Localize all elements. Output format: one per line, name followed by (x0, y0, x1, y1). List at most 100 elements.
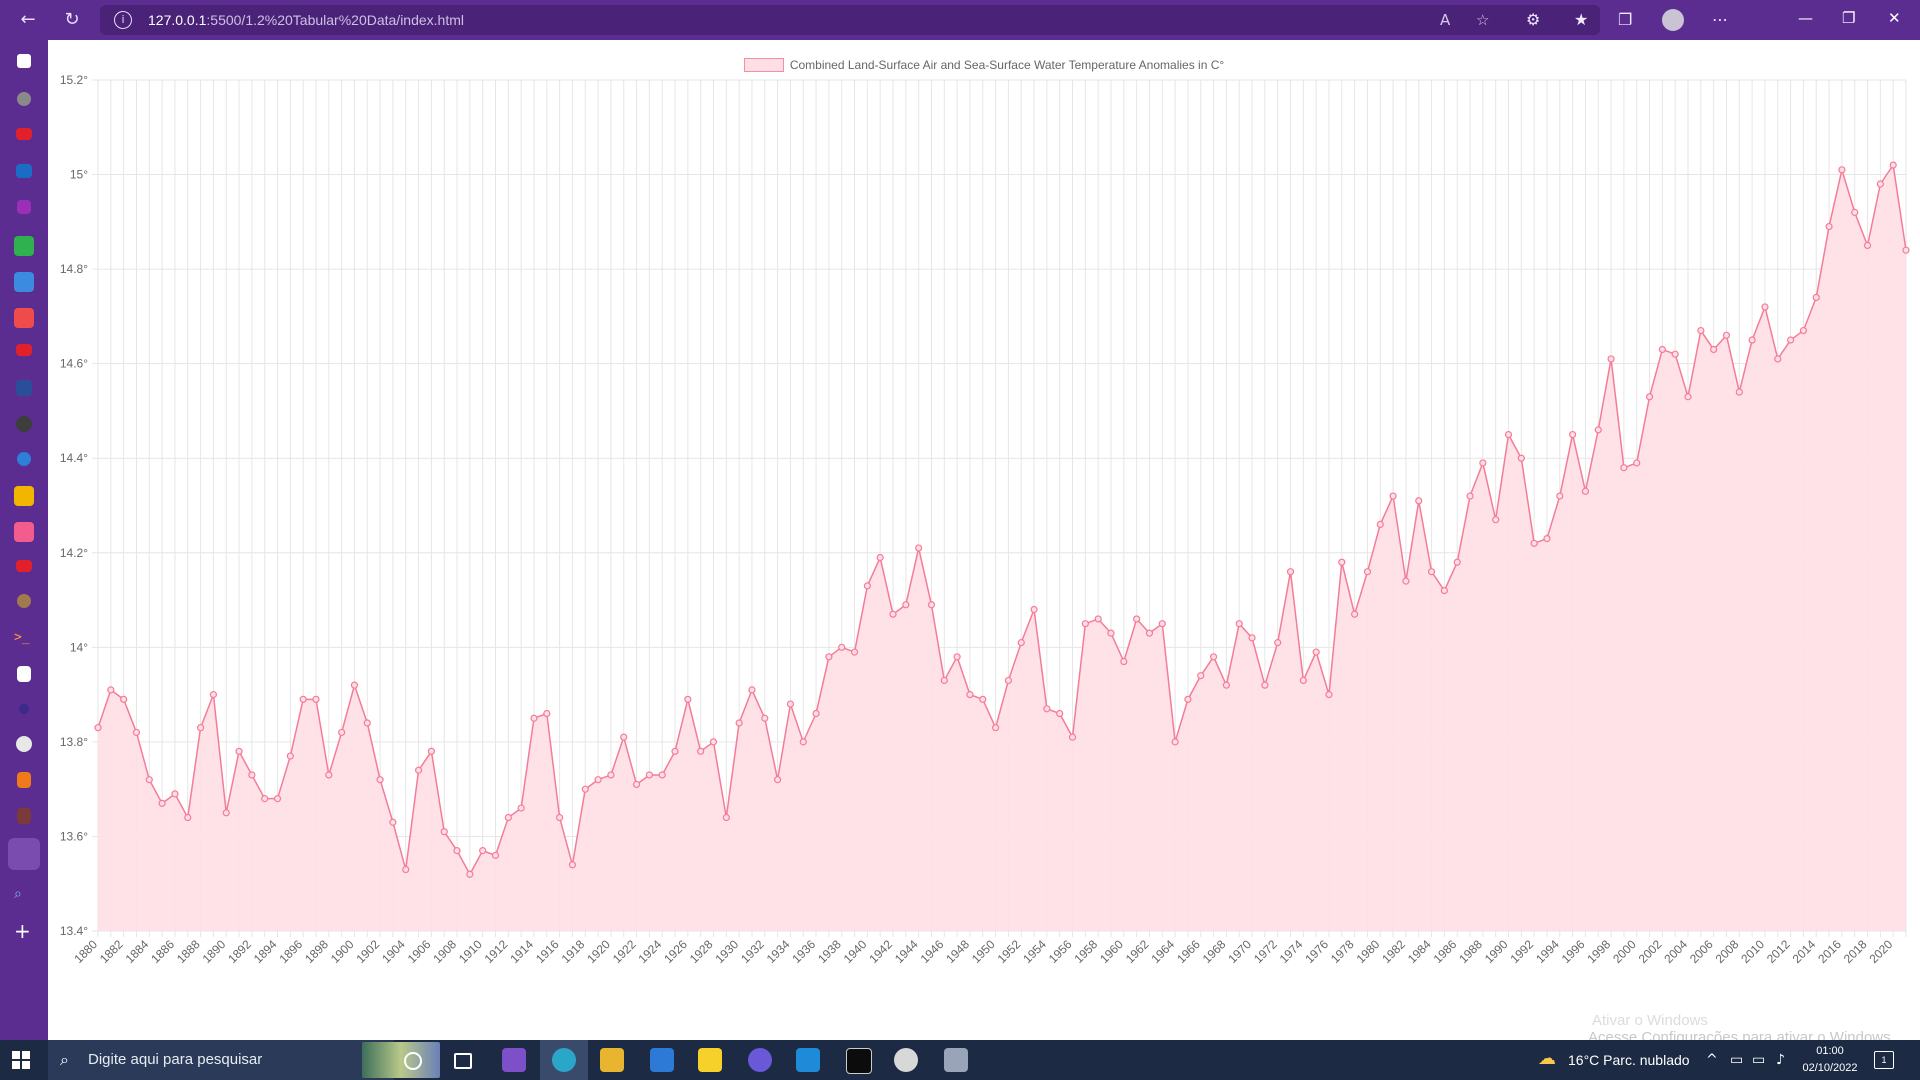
data-point (1697, 326, 1705, 335)
network-icon[interactable]: ▭ (1752, 1052, 1766, 1068)
data-point (645, 771, 653, 779)
data-point (158, 799, 166, 807)
github-icon[interactable] (16, 416, 32, 432)
youtube-icon[interactable] (16, 344, 32, 356)
data-point (876, 553, 884, 562)
x-tick-label: 1934 (764, 937, 793, 966)
data-point (1504, 430, 1513, 439)
x-tick-label: 1984 (1405, 937, 1434, 966)
weather-text[interactable]: 16°C Parc. nublado (1568, 1052, 1690, 1068)
data-point (1299, 676, 1307, 685)
data-point (222, 809, 230, 817)
data-point (363, 719, 371, 727)
data-point (235, 747, 243, 755)
favorites-icon[interactable]: ★ (1574, 10, 1589, 29)
sidebar-app-icon[interactable] (17, 452, 31, 466)
cortana-icon[interactable] (404, 1052, 422, 1070)
sidebar-app-icon[interactable] (14, 522, 34, 542)
restore-icon[interactable]: ❐ (1842, 9, 1856, 27)
taskbar-clock[interactable]: 01:00 02/10/2022 (1798, 1043, 1862, 1077)
data-point (850, 648, 859, 656)
data-point (1851, 208, 1859, 216)
collections-icon[interactable]: ❐ (1618, 10, 1633, 29)
x-tick-label: 1948 (943, 937, 972, 966)
data-point (145, 776, 153, 784)
data-point (543, 709, 551, 718)
data-point (1876, 180, 1884, 188)
settings-app-icon[interactable] (17, 594, 31, 608)
paint-icon[interactable] (894, 1048, 918, 1072)
app-window-icon[interactable] (944, 1048, 968, 1072)
nasa-icon[interactable] (16, 380, 32, 396)
play-app-icon[interactable] (14, 272, 34, 292)
data-point (261, 795, 269, 803)
clock-time: 01:00 (1816, 1045, 1844, 1057)
sidebar-app-icon[interactable] (16, 736, 32, 752)
notification-icon[interactable]: 1 (1874, 1051, 1894, 1069)
more-menu-icon[interactable]: ⋯ (1712, 10, 1728, 29)
read-aloud-icon[interactable]: A (1440, 11, 1451, 29)
data-point (1645, 393, 1654, 401)
chart-legend[interactable]: Combined Land-Surface Air and Sea-Surfac… (48, 56, 1920, 76)
sidebar-app-icon[interactable] (19, 704, 29, 714)
meet-now-icon[interactable]: ▭ (1730, 1052, 1744, 1068)
add-favorite-icon[interactable]: ☆ (1476, 11, 1490, 29)
weather-icon[interactable]: ☁ (1538, 1048, 1556, 1069)
data-point (812, 709, 820, 718)
outlook-icon[interactable] (16, 164, 32, 178)
data-point (1158, 620, 1166, 628)
url-text[interactable]: 127.0.0.1:5500/1.2%20Tabular%20Data/inde… (148, 12, 465, 28)
mail-icon[interactable] (650, 1048, 674, 1072)
task-view-icon[interactable] (454, 1053, 472, 1069)
data-point (1389, 492, 1397, 500)
x-tick-label: 1902 (353, 937, 382, 966)
sidebar-app-icon[interactable] (17, 808, 31, 824)
x-tick-label: 1978 (1328, 937, 1357, 966)
sidebar-app-icon[interactable] (17, 92, 31, 106)
sticky-notes-icon[interactable] (698, 1048, 722, 1072)
data-point (927, 601, 936, 609)
data-point (966, 691, 974, 699)
x-tick-label: 1880 (71, 937, 100, 966)
brave-icon[interactable] (17, 772, 31, 788)
youtube-icon[interactable] (16, 560, 32, 572)
terminal-icon[interactable]: >_ (14, 630, 30, 645)
play-app-icon[interactable] (14, 236, 34, 256)
youtube-icon[interactable] (16, 128, 32, 140)
x-tick-label: 1982 (1379, 937, 1408, 966)
data-point (799, 738, 807, 746)
search-sidebar-icon[interactable]: ⌕ (14, 886, 22, 902)
data-point (491, 851, 500, 859)
visual-studio-icon[interactable] (502, 1048, 526, 1072)
sidebar-app-icon[interactable] (17, 200, 31, 214)
data-point (1633, 459, 1641, 467)
x-tick-label: 1898 (302, 937, 331, 966)
document-icon[interactable] (8, 838, 40, 870)
windows-start-icon[interactable] (12, 1051, 30, 1069)
tab-actions-icon[interactable] (17, 54, 31, 68)
x-tick-label: 1920 (584, 937, 613, 966)
add-icon[interactable]: + (14, 919, 31, 943)
taskbar-search[interactable]: ⌕ Digite aqui para pesquisar (48, 1040, 440, 1080)
x-tick-label: 1994 (1533, 937, 1562, 966)
vscode-icon[interactable] (796, 1048, 820, 1072)
sidebar-app-icon[interactable] (17, 666, 31, 682)
volume-icon[interactable]: ♪ (1776, 1052, 1785, 1068)
site-info-icon[interactable]: i (114, 11, 132, 29)
sidebar-app-icon[interactable] (14, 308, 34, 328)
data-point (671, 747, 679, 755)
minimize-icon[interactable]: — (1798, 9, 1813, 27)
chevron-up-icon[interactable]: ^ (1706, 1052, 1718, 1068)
address-bar[interactable]: i 127.0.0.1:5500/1.2%20Tabular%20Data/in… (100, 5, 1600, 35)
file-explorer-icon[interactable] (600, 1048, 624, 1072)
refresh-icon[interactable]: ↻ (64, 9, 80, 30)
terminal-app-icon[interactable] (846, 1048, 872, 1074)
back-icon[interactable]: ← (20, 9, 36, 30)
close-icon[interactable]: ✕ (1888, 9, 1901, 27)
extensions-icon[interactable]: ⚙ (1526, 10, 1541, 29)
x-tick-label: 1988 (1456, 937, 1485, 966)
discord-icon[interactable] (748, 1048, 772, 1072)
profile-avatar[interactable] (1662, 9, 1684, 31)
edge-icon[interactable] (552, 1048, 576, 1072)
play-app-icon[interactable] (14, 486, 34, 506)
